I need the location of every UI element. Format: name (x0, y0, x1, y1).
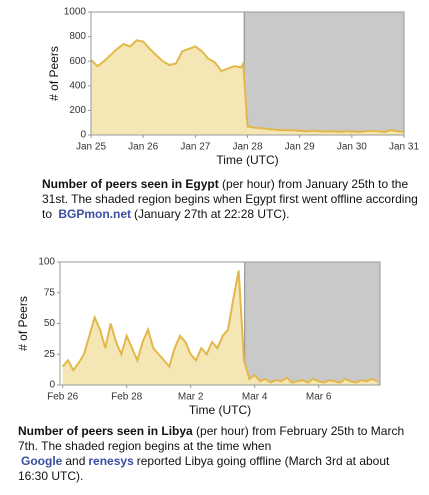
caption-text: and (65, 454, 86, 468)
series-line (90, 39, 405, 133)
x-tick-label: Feb 26 (47, 392, 79, 403)
x-tick-label: Jan 25 (76, 142, 106, 153)
caption-text: Number of peers seen in Libya (18, 424, 193, 438)
y-tick-label: 1000 (64, 7, 87, 18)
y-tick-label: 200 (69, 105, 86, 116)
area-fill (62, 270, 378, 385)
caption-text: reported Libya going offline (March 3rd … (18, 454, 390, 483)
area-fill (91, 40, 404, 135)
series-line (61, 270, 378, 384)
x-tick-label: Jan 29 (285, 142, 315, 153)
shaded-region (243, 11, 405, 136)
y-axis-title: # of Peers (16, 296, 30, 351)
caption-text: Number of peers seen in Egypt (42, 177, 219, 191)
x-tick-label: Jan 31 (389, 142, 419, 153)
x-axis-title: Time (UTC) (216, 153, 278, 167)
y-tick-label: 75 (44, 287, 56, 298)
y-tick-label: 800 (69, 31, 86, 42)
x-tick-label: Mar 4 (242, 392, 268, 403)
x-tick-label: Jan 28 (232, 142, 262, 153)
y-tick-label: 0 (49, 380, 55, 391)
x-tick-label: Mar 2 (178, 392, 204, 403)
y-tick-label: 100 (38, 257, 55, 268)
link[interactable]: renesys (88, 454, 134, 468)
x-tick-label: Jan 27 (180, 142, 210, 153)
x-tick-label: Feb 28 (111, 392, 143, 403)
caption: Number of peers seen in Egypt (per hour)… (42, 177, 422, 222)
link[interactable]: Google (21, 454, 63, 468)
x-tick-label: Jan 26 (128, 142, 158, 153)
y-tick-label: 600 (69, 56, 86, 67)
x-axis-title: Time (UTC) (189, 403, 251, 417)
y-tick-label: 25 (44, 349, 56, 360)
shaded-region (244, 261, 381, 386)
y-tick-label: 400 (69, 80, 86, 91)
y-axis-title: # of Peers (47, 46, 61, 101)
y-tick-label: 0 (80, 130, 86, 141)
y-tick-label: 50 (44, 318, 56, 329)
link[interactable]: BGPmon.net (58, 207, 132, 221)
caption-text: (January 27th at 22:28 UTC). (134, 207, 290, 221)
caption-text: (per hour) from January 25th to the 31st… (42, 177, 418, 221)
caption: Number of peers seen in Libya (per hour)… (18, 424, 418, 484)
x-tick-label: Jan 30 (337, 142, 367, 153)
caption-text: (per hour) from February 25th to March 7… (18, 424, 405, 453)
x-tick-label: Mar 6 (306, 392, 332, 403)
